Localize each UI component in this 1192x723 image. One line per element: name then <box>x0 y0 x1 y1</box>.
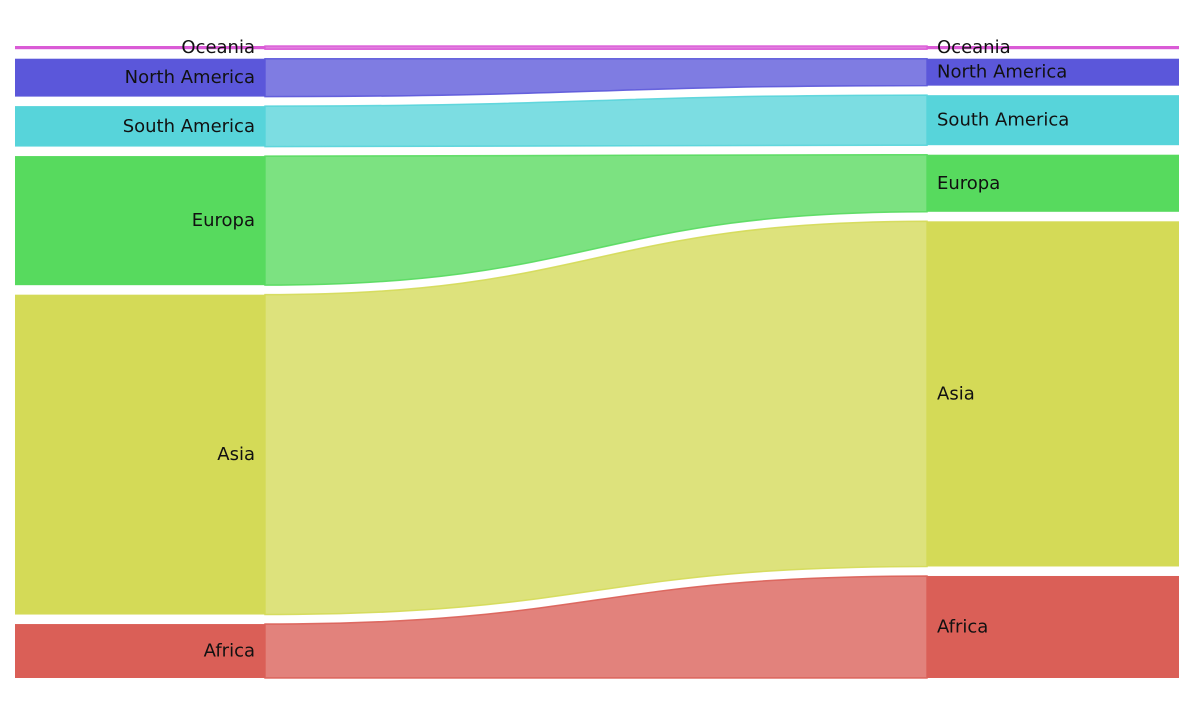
right-node-europa <box>927 154 1179 212</box>
right-label-oceania: Oceania <box>937 37 1011 58</box>
flow-europa <box>264 153 928 286</box>
right-node-asia <box>927 221 1179 567</box>
right-label-asia: Asia <box>937 383 975 404</box>
left-node-africa <box>15 624 265 678</box>
right-node-north-america <box>927 58 1179 86</box>
right-label-africa: Africa <box>937 616 988 637</box>
labels: Oceania North America South America Europa A… <box>123 37 1070 661</box>
right-label-north-america: North America <box>937 62 1067 83</box>
flows <box>264 45 928 679</box>
right-node-africa <box>927 575 1179 678</box>
flow-oceania <box>264 45 928 50</box>
nodes <box>15 46 1179 678</box>
left-label-africa: Africa <box>204 641 255 662</box>
right-label-south-america: South America <box>937 110 1069 131</box>
right-node-oceania <box>927 46 1179 50</box>
flow-south-america <box>264 94 928 148</box>
left-node-oceania <box>15 46 265 50</box>
left-label-asia: Asia <box>217 444 255 465</box>
left-node-europa <box>15 156 265 286</box>
left-node-north-america <box>15 58 265 97</box>
left-label-europa: Europa <box>192 210 255 231</box>
left-label-south-america: South America <box>123 116 255 137</box>
right-label-europa: Europa <box>937 173 1000 194</box>
right-node-south-america <box>927 95 1179 146</box>
left-label-oceania: Oceania <box>181 37 255 58</box>
left-label-north-america: North America <box>125 67 255 88</box>
flow-north-america <box>264 57 928 98</box>
left-node-asia <box>15 294 265 615</box>
left-node-south-america <box>15 106 265 147</box>
